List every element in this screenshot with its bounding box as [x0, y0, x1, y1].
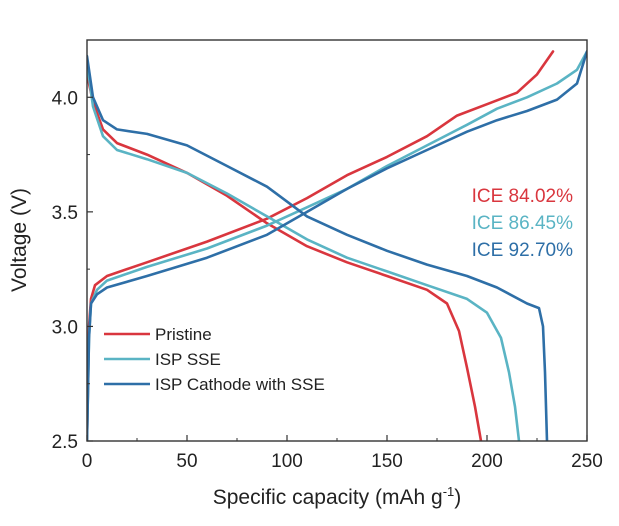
x-axis-label: Specific capacity (mAh g-1) — [213, 484, 462, 509]
x-axis-label-main: Specific capacity (mAh g — [213, 486, 443, 509]
legend-label: ISP Cathode with SSE — [155, 375, 325, 394]
series-0-discharge-line — [87, 73, 483, 441]
x-axis-label-superscript: -1 — [443, 484, 455, 499]
y-tick-label: 4.0 — [52, 88, 78, 109]
x-tick-label: 150 — [371, 451, 403, 472]
y-tick-label: 3.5 — [52, 203, 78, 224]
series-2-charge-line — [87, 50, 587, 441]
ice-annotation: ICE 86.45% — [472, 213, 573, 234]
x-axis-label-tail: ) — [454, 486, 461, 509]
y-tick-label: 3.0 — [52, 317, 78, 338]
y-tick-label: 2.5 — [52, 432, 78, 453]
series-1-charge-line — [87, 50, 587, 441]
y-axis-label: Voltage (V) — [8, 188, 31, 292]
ice-annotation: ICE 92.70% — [472, 240, 573, 261]
series-2-discharge-line — [87, 54, 549, 441]
legend-label: Pristine — [155, 325, 212, 344]
x-tick-label: 100 — [271, 451, 303, 472]
series-1-discharge-line — [87, 61, 521, 441]
legend-label: ISP SSE — [155, 350, 221, 369]
x-tick-label: 50 — [176, 451, 197, 472]
series-0-charge-line — [87, 50, 555, 441]
x-tick-label: 250 — [571, 451, 603, 472]
x-tick-label: 0 — [82, 451, 93, 472]
ice-annotation: ICE 84.02% — [472, 186, 573, 207]
x-tick-label: 200 — [471, 451, 503, 472]
